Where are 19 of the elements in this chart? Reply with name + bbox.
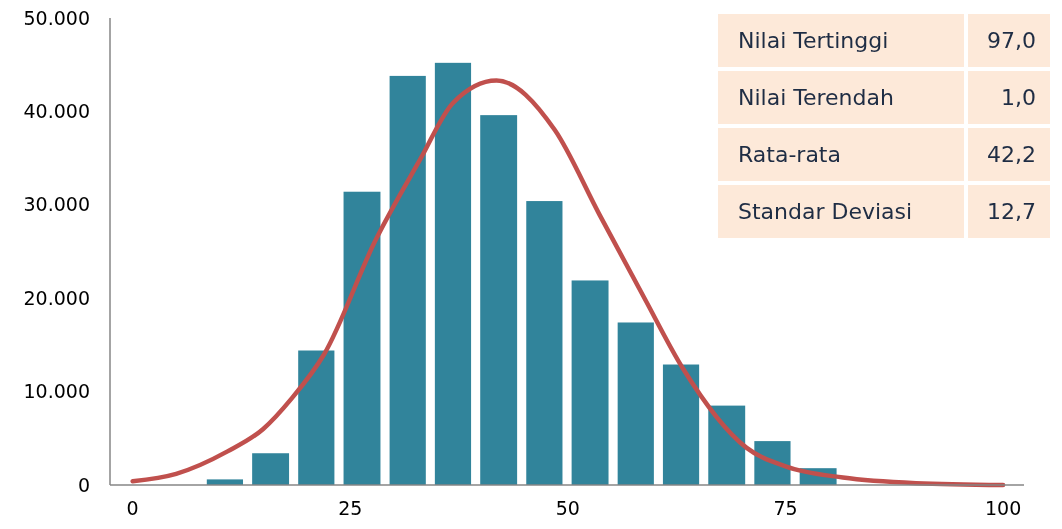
y-tick-label: 20.000 [23, 286, 90, 309]
annotation: 42,2 [987, 142, 1036, 168]
x-tick-label: 25 [338, 497, 363, 519]
annotation: Standar Deviasi [738, 199, 913, 225]
y-tick-label: 50.000 [23, 6, 90, 29]
annotation: Nilai Terendah [738, 85, 894, 111]
y-tick-label: 0 [77, 473, 90, 496]
x-tick-label: 50 [555, 497, 580, 519]
y-tick-label: 40.000 [23, 100, 90, 123]
y-tick-label: 10.000 [23, 380, 90, 403]
x-tick-label: 0 [126, 497, 139, 519]
x-tick-label: 75 [773, 497, 798, 519]
x-tick-label: 100 [984, 497, 1022, 519]
annotation: 12,7 [987, 199, 1036, 225]
annotation: 1,0 [1001, 85, 1036, 111]
annotation: Nilai Tertinggi [738, 28, 889, 54]
annotation: Rata-rata [738, 142, 841, 168]
annotation: 97,0 [987, 28, 1036, 54]
y-tick-label: 30.000 [23, 193, 90, 216]
